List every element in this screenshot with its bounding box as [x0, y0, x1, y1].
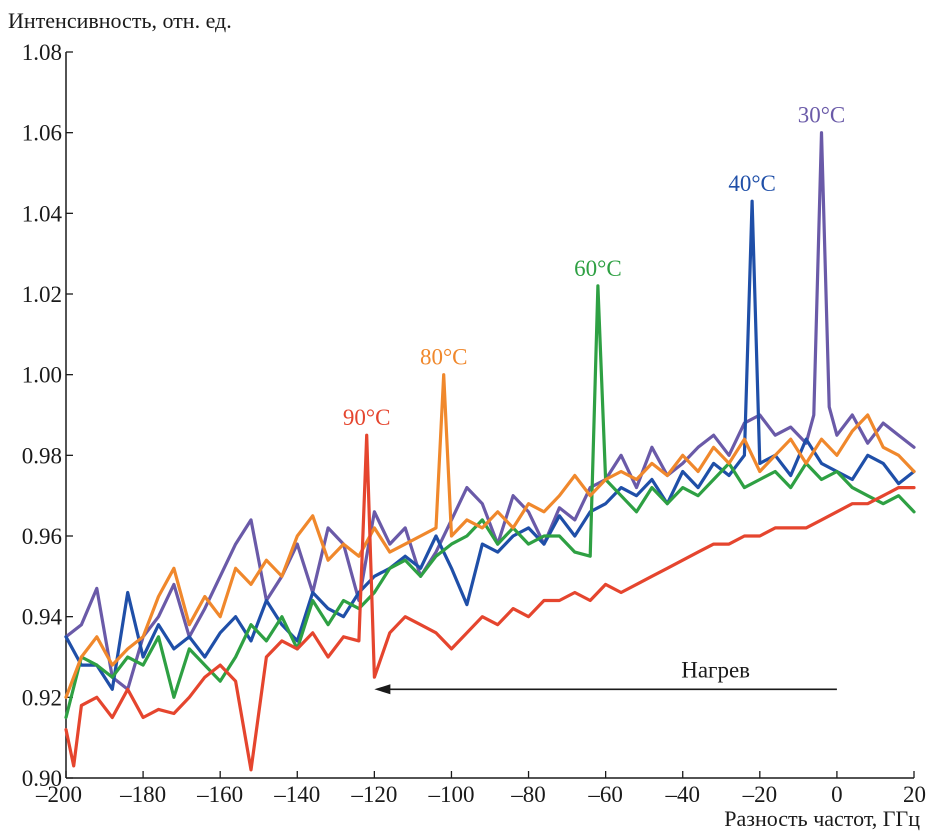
y-tick-label: 0.90: [22, 766, 62, 791]
series-label: 80°C: [420, 345, 468, 370]
y-tick-label: 0.98: [22, 443, 62, 468]
series-line: [64, 433, 916, 772]
y-tick-label: 1.04: [22, 201, 63, 226]
x-tick-label: 20: [903, 782, 926, 807]
x-tick-label: –180: [119, 782, 166, 807]
series-label: 90°C: [343, 405, 391, 430]
x-tick-label: –20: [742, 782, 778, 807]
x-tick-label: –60: [587, 782, 623, 807]
series-layer: [64, 131, 916, 772]
y-tick-label: 1.06: [22, 121, 62, 146]
series-line: [64, 373, 916, 699]
y-tick-label: 0.96: [22, 524, 62, 549]
heating-arrow-head: [374, 684, 391, 695]
series-line: [64, 284, 916, 720]
axes: 0.90 0.92 0.94 0.96 0.98 1.00 1.02 1.04 1.06 1.08…: [22, 40, 926, 807]
x-tick-label: –160: [196, 782, 243, 807]
labels-layer: 30°C 40°C 60°C 80°C 90°C Нагрев: [343, 103, 845, 695]
x-tick-label: –100: [427, 782, 474, 807]
y-tick-label: 0.94: [22, 605, 63, 630]
x-axis-title: Разность частот, ГГц: [724, 806, 920, 831]
series-label: 60°C: [574, 256, 622, 281]
y-tick-label: 0.92: [22, 685, 62, 710]
y-tick-label: 1.02: [22, 282, 62, 307]
x-tick-label: –40: [664, 782, 700, 807]
heating-label: Нагрев: [681, 657, 750, 682]
x-tick-label: –120: [350, 782, 397, 807]
x-tick-label: –140: [273, 782, 320, 807]
series-label: 40°C: [728, 171, 776, 196]
y-tick-label: 1.00: [22, 363, 62, 388]
y-tick-label: 1.08: [22, 40, 62, 65]
series-label: 30°C: [798, 103, 846, 128]
series-line: [64, 199, 916, 691]
series-line: [64, 131, 916, 691]
y-axis-title: Интенсивность, отн. ед.: [8, 8, 232, 33]
x-tick-label: –200: [35, 782, 82, 807]
x-tick-label: –80: [510, 782, 546, 807]
x-tick-label: 0: [831, 782, 843, 807]
